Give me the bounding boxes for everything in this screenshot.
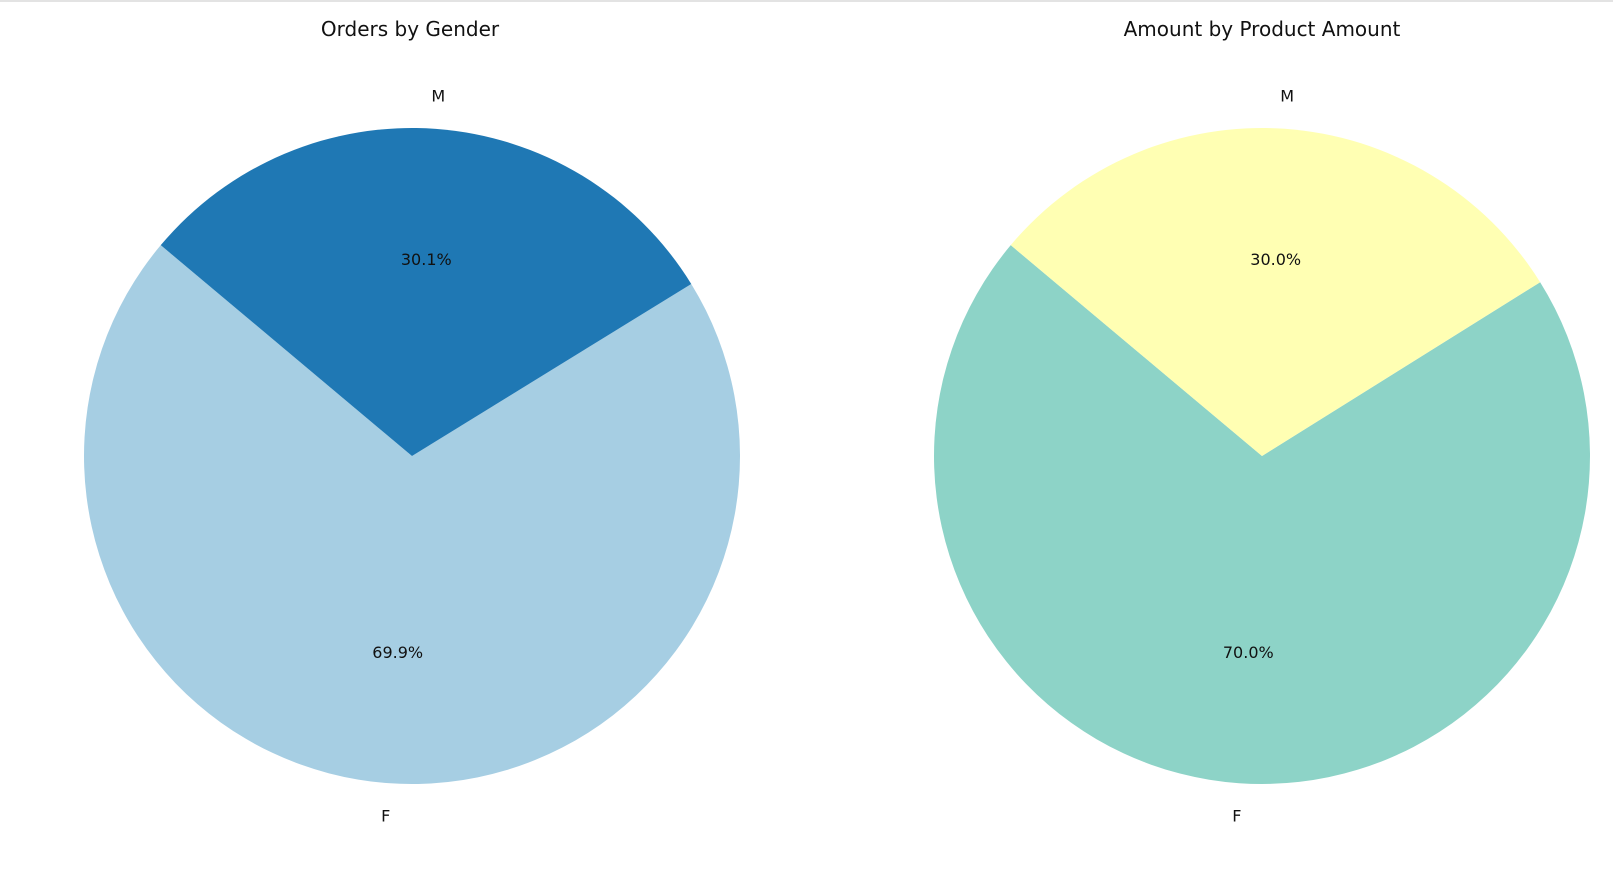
pie-slice-m (160, 128, 692, 456)
slice-percent-label: 70.0% (1223, 643, 1274, 662)
slice-percent-label: 30.0% (1250, 250, 1301, 269)
chart-title: Amount by Product Amount (1124, 17, 1401, 41)
pie-slice-f (934, 245, 1591, 785)
slice-category-label: F (1232, 806, 1241, 825)
slice-category-label: M (431, 87, 445, 106)
pie-slice-f (84, 245, 741, 785)
pie-slice-m (1010, 128, 1541, 456)
chart-title: Orders by Gender (321, 17, 500, 41)
top-divider (0, 0, 1613, 2)
slice-percent-label: 30.1% (401, 250, 452, 269)
pie-chart-amount-by-product-amount: Amount by Product Amount F 70.0% M 30.0% (934, 17, 1591, 825)
slice-category-label: F (381, 806, 390, 825)
pie-chart-orders-by-gender: Orders by Gender F 69.9% M 30.1% (84, 17, 741, 825)
slice-percent-label: 69.9% (372, 643, 423, 662)
slice-category-label: M (1280, 87, 1294, 106)
